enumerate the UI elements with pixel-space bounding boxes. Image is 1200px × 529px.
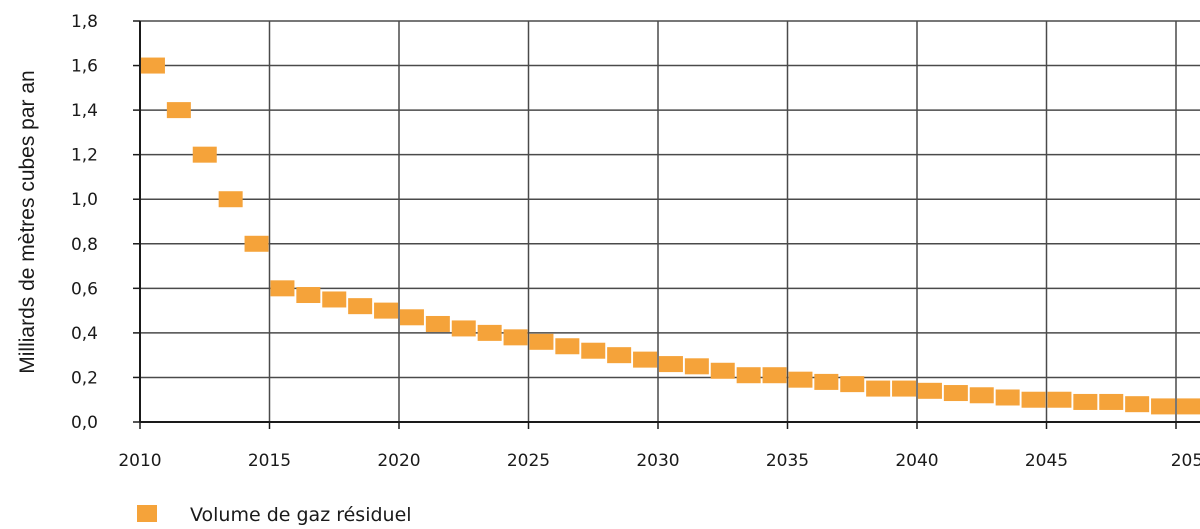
axes: [133, 20, 1200, 429]
data-point: [1151, 398, 1176, 415]
data-point: [684, 358, 709, 375]
data-point: [166, 102, 191, 119]
data-point: [140, 57, 165, 74]
data-point: [1021, 391, 1046, 408]
data-point: [788, 371, 813, 388]
data-point: [892, 380, 917, 397]
y-tick-label: 1,0: [71, 190, 98, 210]
data-point: [814, 373, 839, 390]
y-tick-label: 0,4: [71, 324, 98, 344]
x-tick-label: 2040: [895, 451, 938, 471]
data-point: [296, 287, 321, 304]
data-point: [322, 291, 347, 308]
data-point: [710, 362, 735, 379]
y-tick-label: 0,0: [71, 413, 98, 433]
data-point: [555, 338, 580, 355]
data-point: [607, 347, 632, 364]
data-point: [503, 329, 528, 346]
y-tick-label: 1,2: [71, 146, 98, 166]
x-tick-label: 2045: [1025, 451, 1068, 471]
y-tick-label: 1,6: [71, 57, 98, 77]
data-point: [658, 356, 683, 373]
data-point: [451, 320, 476, 337]
y-tick-label: 0,2: [71, 368, 98, 388]
data-point: [348, 298, 373, 315]
data-point: [995, 389, 1020, 406]
data-point: [581, 342, 606, 359]
x-tick-label: 2015: [248, 451, 291, 471]
x-tick-label: 2025: [507, 451, 550, 471]
data-point: [866, 380, 891, 397]
data-point: [270, 280, 295, 297]
data-point: [762, 367, 787, 384]
data-point: [244, 235, 269, 252]
y-tick-label: 0,8: [71, 235, 98, 255]
legend: Volume de gaz résiduel: [137, 504, 412, 526]
data-point: [840, 376, 865, 393]
data-point: [374, 302, 399, 319]
data-point: [633, 351, 658, 368]
data-point: [736, 367, 761, 384]
data-point: [917, 382, 942, 399]
data-point: [969, 387, 994, 404]
data-point: [1047, 391, 1072, 408]
x-tick-label: 2030: [636, 451, 679, 471]
data-point: [529, 333, 554, 350]
x-tick-label: 2020: [377, 451, 420, 471]
y-tick-label: 1,4: [71, 101, 98, 121]
y-tick-label: 0,6: [71, 279, 98, 299]
data-point: [1125, 396, 1150, 413]
data-point: [943, 385, 968, 402]
data-point: [1073, 393, 1098, 410]
y-tick-labels: 0,0 0,2 0,4 0,6 0,8 1,0 1,2 1,4 1,6 1,8: [71, 12, 98, 433]
x-tick-label: 2035: [766, 451, 809, 471]
data-point: [1099, 393, 1124, 410]
y-tick-label: 1,8: [71, 12, 98, 32]
data-point: [218, 191, 243, 208]
x-tick-labels: 2010 2015 2020 2025 2030 2035 2040 2045 2050: [118, 451, 1200, 471]
y-axis-title: Milliards de mètres cubes par an: [16, 70, 39, 373]
x-tick-label: 2010: [118, 451, 161, 471]
data-point: [192, 146, 217, 163]
legend-label: Volume de gaz résiduel: [190, 504, 412, 526]
data-point: [399, 309, 424, 326]
legend-swatch: [137, 505, 157, 522]
x-tick-label: 2050: [1171, 451, 1200, 471]
data-point: [1176, 398, 1200, 415]
data-point: [477, 324, 502, 341]
data-point: [425, 315, 450, 332]
data-points: [140, 57, 1200, 415]
